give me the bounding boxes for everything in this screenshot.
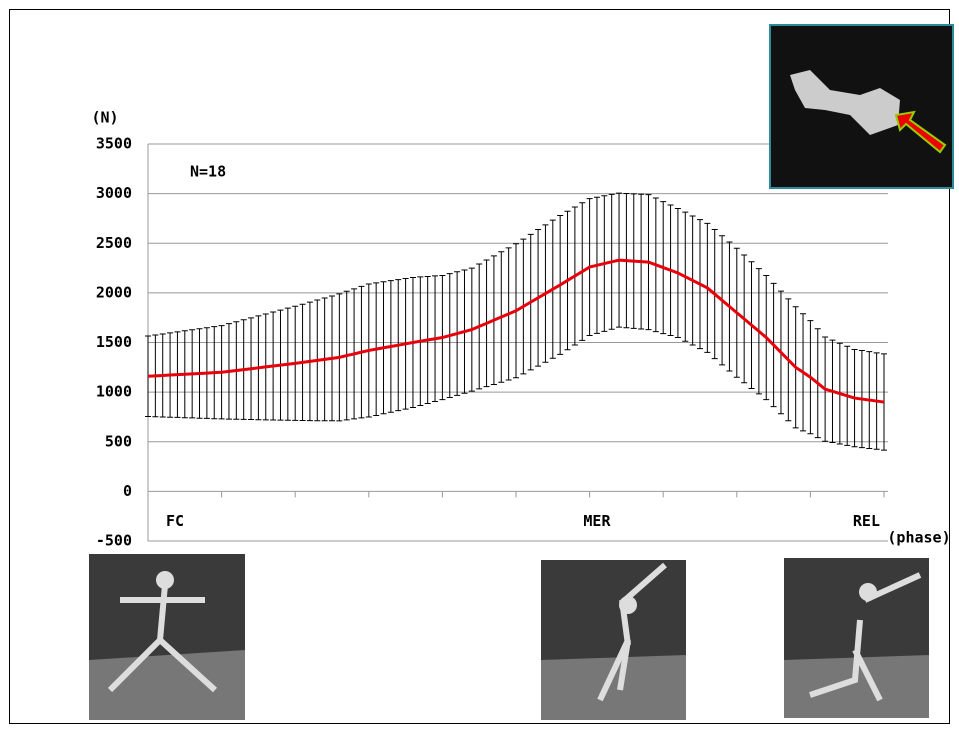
y-tick-label: 2500 (96, 234, 132, 252)
chart: -500 0 500 1000 1500 2000 2500 3000 3500 FC MER REL… (0, 0, 959, 725)
y-tick-label: 2000 (96, 283, 132, 301)
y-tick-label: 3000 (96, 184, 132, 202)
skull (156, 571, 174, 589)
y-tick-label: 1500 (96, 333, 132, 351)
y-tick-label: -500 (96, 532, 132, 550)
annotation: N=18 (190, 163, 226, 181)
phase-label: FC (166, 512, 184, 530)
y-tick-label: 0 (123, 482, 132, 500)
y-tick-label: 500 (105, 432, 132, 450)
y-tick-label: 3500 (96, 135, 132, 153)
y-axis-label: (N) (91, 109, 118, 127)
phase-label: MER (583, 512, 611, 530)
skull (619, 596, 637, 614)
phase-label: REL (853, 512, 880, 530)
x-axis-label: (phase) (887, 529, 950, 547)
y-tick-label: 1000 (96, 383, 132, 401)
skull (859, 583, 877, 601)
